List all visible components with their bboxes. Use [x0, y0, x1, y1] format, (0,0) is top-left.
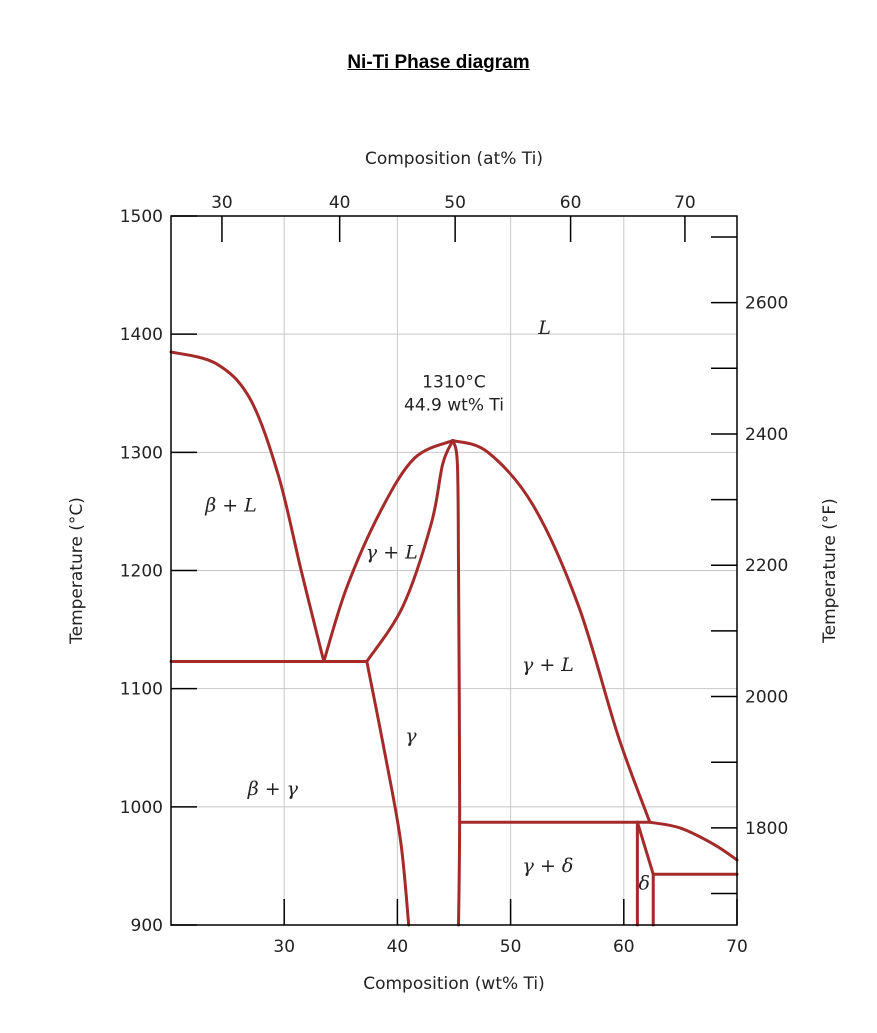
x-axis-label: Composition (wt% Ti): [363, 974, 545, 994]
annotation-line: 1310°C: [422, 372, 486, 392]
x-tick-label: 30: [273, 937, 295, 957]
top-tick-label: 40: [329, 193, 351, 213]
x-tick-label: 70: [726, 937, 748, 957]
top-tick-label: 30: [211, 193, 233, 213]
right-tick-label: 2600: [745, 294, 788, 314]
right-tick-label: 2400: [745, 425, 788, 445]
phase-boundaries: [169, 350, 739, 927]
right-tick-label: 2000: [745, 688, 788, 708]
grid-lines: [171, 216, 737, 925]
y-tick-label: 1300: [120, 443, 163, 463]
curve-solidus-gamma-right: [451, 439, 462, 927]
top-tick-label: 50: [444, 193, 466, 213]
region-label: γ + L: [522, 654, 574, 676]
region-label: L: [537, 317, 551, 339]
top-tick-label: 70: [674, 193, 696, 213]
top-tick-label: 60: [560, 193, 582, 213]
curve-liquidus-gamma-left: [322, 439, 455, 663]
region-label: γ + δ: [523, 855, 574, 877]
y-tick-label: 1400: [120, 325, 163, 345]
y-tick-label: 900: [131, 916, 163, 936]
y-tick-label: 1000: [120, 798, 163, 818]
region-label: β + γ: [247, 778, 299, 800]
peak-annotation: 1310°C 44.9 wt% Ti: [404, 372, 504, 415]
region-label: γ + L: [366, 542, 418, 564]
right-tick-label: 1800: [745, 819, 788, 839]
region-label: δ: [638, 873, 649, 895]
curve-liquidus-beta: [169, 350, 326, 663]
curve-liquidus-delta: [648, 820, 739, 862]
region-label: β + L: [204, 494, 257, 516]
annotation-line: 44.9 wt% Ti: [404, 395, 504, 415]
region-label: γ: [405, 725, 417, 747]
curve-solvus-gamma-left: [365, 659, 411, 927]
x-tick-label: 50: [500, 937, 522, 957]
y2-axis-label: Temperature (°F): [820, 498, 840, 644]
x-tick-label: 40: [387, 937, 409, 957]
x-tick-label: 60: [613, 937, 635, 957]
y-tick-label: 1500: [120, 207, 163, 227]
region-labels: Lβ + L γ + L γ + L γ β + γ γ + δ δ: [204, 317, 650, 894]
x2-axis-label: Composition (at% Ti): [365, 149, 543, 169]
curve-delta-diag: [635, 820, 655, 876]
curve-liquidus-gamma-right: [451, 439, 652, 824]
y-tick-label: 1100: [120, 680, 163, 700]
axis-ticks: 30 40 50 60 70 900 1000 1100 1200 1300 1400 1500 30 4…: [120, 193, 789, 957]
y-tick-label: 1200: [120, 562, 163, 582]
page-title: Ni-Ti Phase diagram: [347, 52, 530, 73]
curve-solidus-gamma-left: [365, 439, 455, 663]
axis-labels: Composition (wt% Ti) Composition (at% Ti)…: [67, 149, 840, 994]
y-axis-label: Temperature (°C): [67, 497, 87, 645]
right-tick-label: 2200: [745, 556, 788, 576]
